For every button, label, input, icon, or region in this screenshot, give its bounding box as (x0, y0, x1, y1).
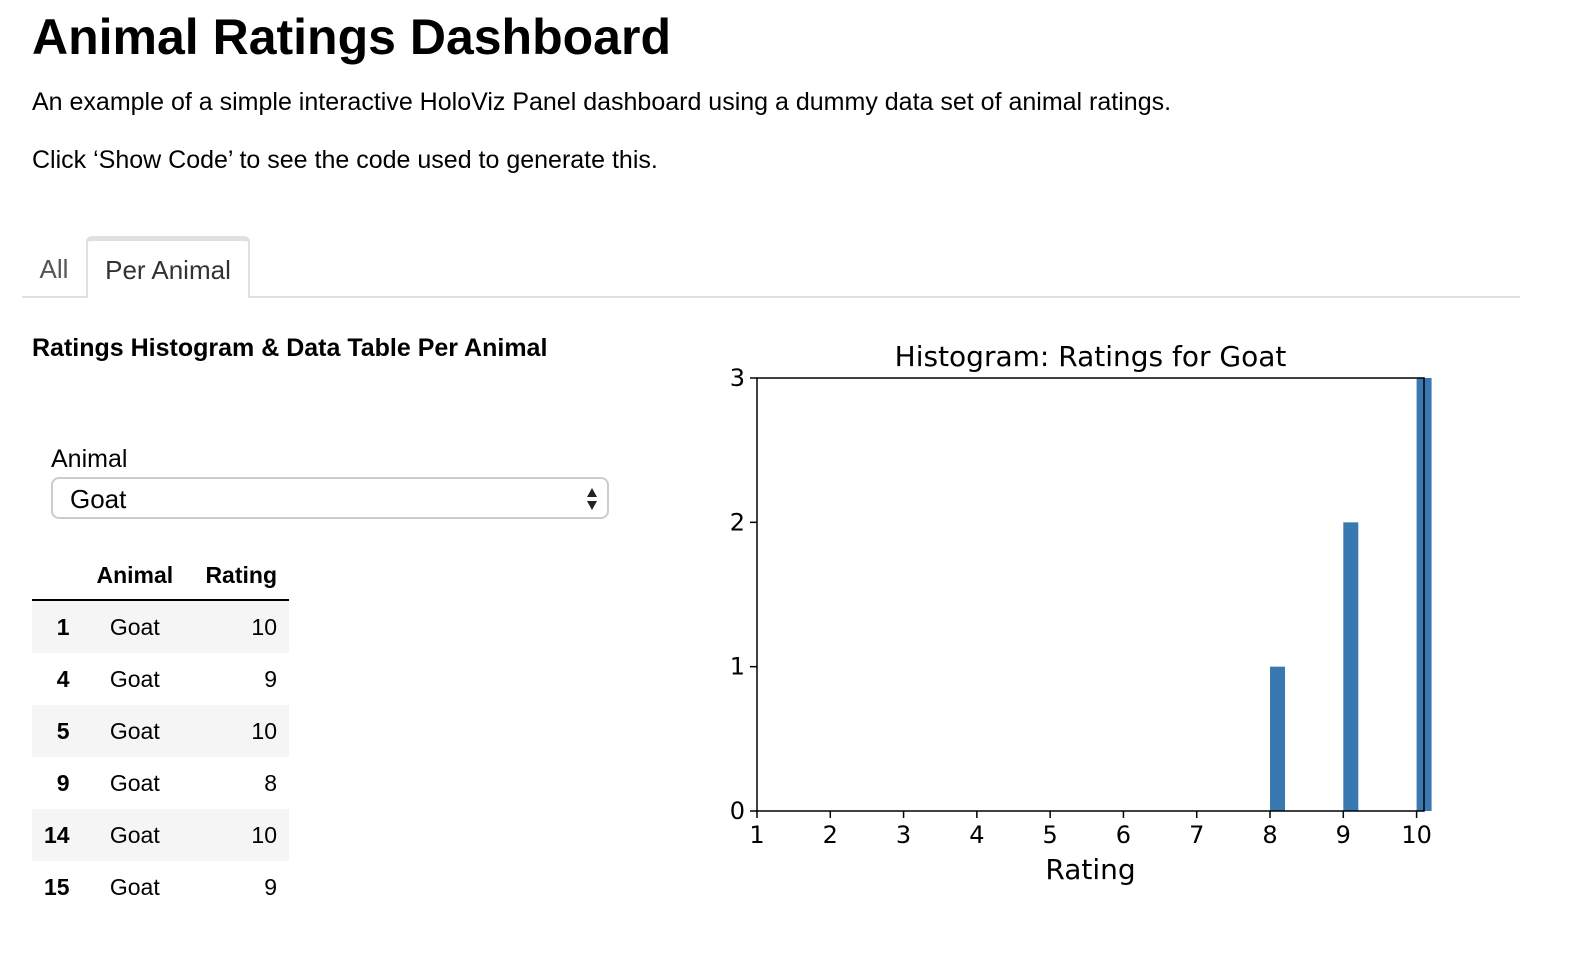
select-arrows-icon (587, 488, 597, 510)
page-hint: Click ‘Show Code’ to see the code used t… (32, 146, 658, 174)
x-tick-label: 3 (896, 821, 911, 849)
tab-all[interactable]: All (39, 254, 69, 284)
page-title: Animal Ratings Dashboard (32, 9, 671, 65)
table-row: 4 Goat 9 (32, 653, 289, 705)
row-index: 5 (32, 705, 82, 757)
y-tick-label: 2 (730, 508, 745, 536)
y-tick-label: 0 (730, 797, 745, 825)
table-header-animal: Animal (81, 552, 188, 601)
row-animal: Goat (81, 809, 188, 861)
table-header-rating: Rating (188, 552, 289, 601)
row-index: 14 (32, 809, 82, 861)
table-row: 5 Goat 10 (32, 705, 289, 757)
row-index: 9 (56, 769, 70, 796)
x-tick-label: 5 (1043, 821, 1058, 849)
x-tick-label: 4 (969, 821, 984, 849)
plot-frame (756, 377, 1425, 812)
row-index: 15 (44, 873, 70, 900)
table-header-row: Animal Rating (32, 552, 289, 601)
row-rating: 9 (264, 873, 277, 900)
row-rating: 10 (188, 705, 289, 757)
histogram-bar (1270, 666, 1286, 811)
row-animal: Goat (109, 873, 160, 900)
x-tick-label: 7 (1189, 821, 1204, 849)
x-tick-label: 8 (1262, 821, 1277, 849)
row-animal: Goat (81, 705, 188, 757)
ratings-table: Animal Rating 1 Goat 10 4 Goat 9 5 Goat … (32, 552, 289, 913)
histogram-bar (1343, 522, 1359, 811)
table-row: 15 Goat 9 (32, 861, 289, 913)
animal-select-label: Animal (51, 445, 128, 473)
x-tick-label: 2 (823, 821, 838, 849)
row-index: 1 (32, 600, 82, 653)
table-row: 9 Goat 8 (32, 757, 289, 809)
tab-bar: All Per Animal (22, 236, 1520, 298)
tab-per-animal[interactable]: Per Animal (86, 236, 250, 298)
table-row: 14 Goat 10 (32, 809, 289, 861)
row-rating: 10 (188, 809, 289, 861)
row-animal: Goat (109, 665, 160, 692)
x-tick-label: 6 (1116, 821, 1131, 849)
y-tick-label: 1 (730, 653, 745, 681)
chart-title: Histogram: Ratings for Goat (895, 340, 1287, 373)
row-rating: 10 (188, 600, 289, 653)
table-row: 1 Goat 10 (32, 600, 289, 653)
table-header-index (32, 552, 82, 601)
y-tick-label: 3 (730, 364, 745, 392)
row-animal: Goat (109, 769, 160, 796)
page-description: An example of a simple interactive HoloV… (32, 88, 1172, 116)
x-tick-label: 10 (1401, 821, 1432, 849)
row-rating: 8 (264, 769, 277, 796)
row-animal: Goat (81, 600, 188, 653)
animal-select-value: Goat (70, 484, 127, 514)
animal-select[interactable]: Goat (51, 477, 609, 519)
row-index: 4 (56, 665, 70, 692)
section-title: Ratings Histogram & Data Table Per Anima… (32, 334, 548, 362)
row-rating: 9 (264, 665, 277, 692)
x-tick-label: 9 (1336, 821, 1351, 849)
x-tick-label: 1 (749, 821, 764, 849)
x-axis-label: Rating (1045, 853, 1135, 886)
